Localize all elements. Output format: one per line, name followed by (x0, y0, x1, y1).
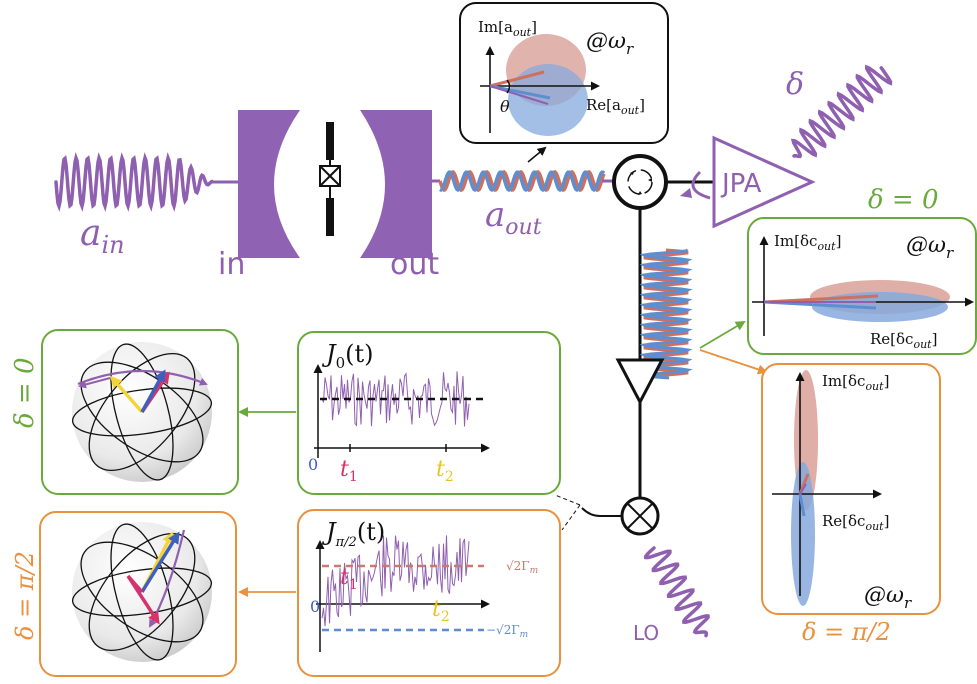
a-in-label: ain (80, 213, 125, 259)
trace-panel-jpi2: Jπ/2(t) 0 t1 t2 √2Γm −√2Γm (298, 510, 560, 676)
lo-label: LO (633, 621, 659, 645)
cavity (238, 110, 432, 258)
josephson-junction-icon (320, 160, 340, 198)
input-wave (56, 158, 238, 206)
pump-arrow (693, 172, 710, 198)
jpa-label: JPA (720, 169, 762, 199)
a-out-label: aout (485, 195, 542, 240)
top-iq-inset: Im[aout] Re[aout] @ωr θ (460, 3, 668, 143)
out-label: out (390, 247, 439, 282)
output-waves (432, 172, 614, 190)
delta-pi2-right-label: δ = π/2 (802, 618, 891, 646)
right-top-iq-inset: Im[δcout] Re[δcout] @ωr (748, 218, 976, 354)
trace-panel-j0: J0(t) 0 t1 t2 (298, 332, 560, 494)
delta-zero-right-label: δ = 0 (868, 185, 939, 215)
pump-wave (793, 67, 890, 156)
mixer-icon (622, 498, 658, 534)
junction-bottom-pad (326, 198, 334, 236)
delta-pi2-left-label: δ = π/2 (11, 551, 39, 640)
in-label: in (218, 247, 245, 282)
theta-label: θ (500, 97, 510, 116)
right-mirror (360, 110, 432, 258)
bloch-sphere-panel-top (42, 330, 238, 494)
trace-top-zero: 0 (308, 455, 318, 474)
trace-bottom-zero: 0 (310, 597, 320, 616)
junction-top-pad (326, 122, 334, 160)
hemt-amplifier-icon (618, 360, 662, 402)
circulator-icon (614, 156, 666, 208)
bloch-sphere-panel-bottom (40, 512, 236, 676)
left-mirror (238, 110, 300, 258)
trace-top-title: J0(t) (321, 340, 374, 372)
delta-label: δ (786, 67, 804, 102)
delta-zero-left-label: δ = 0 (10, 357, 40, 428)
right-bottom-iq-inset: Im[δcout] Re[δcout] @ωr (762, 364, 940, 614)
blue-blob (508, 64, 588, 136)
